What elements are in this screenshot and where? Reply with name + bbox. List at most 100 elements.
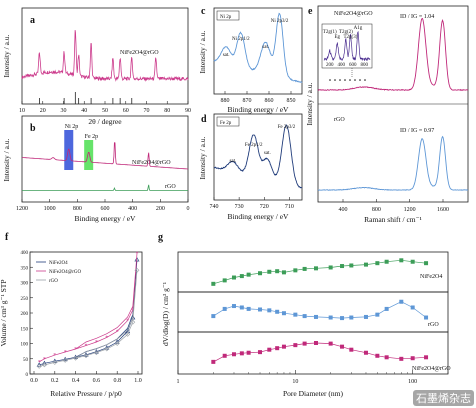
g-point <box>399 258 404 263</box>
f-point <box>104 346 110 352</box>
c-xtick-label: 850 <box>287 98 296 104</box>
f-point: * <box>131 308 134 314</box>
panel-d-xlabel: Binding energy / eV <box>228 212 289 221</box>
panel-b-letter: b <box>30 123 36 134</box>
g-point <box>211 359 216 364</box>
raman-nife2o4-rgo <box>317 17 469 91</box>
g-point <box>258 350 263 355</box>
panel-e-xlabel: Raman shift / cm⁻¹ <box>364 215 422 224</box>
g-point <box>314 341 319 345</box>
g-point <box>267 308 272 313</box>
f-xtick-label: 0.0 <box>30 378 38 384</box>
g-point <box>222 278 227 283</box>
g-point <box>222 306 227 311</box>
f-point: * <box>38 360 41 366</box>
f-point <box>36 363 42 369</box>
f-isotherm-line <box>39 259 138 366</box>
f-point <box>62 357 68 363</box>
f-point <box>134 257 140 262</box>
g-point <box>384 306 389 311</box>
b-xtick-label: 1000 <box>44 206 56 212</box>
panel-g: g NiFe2O4 rGO NiFe2O4@rGO 1 10 100 Pore Di… <box>158 232 451 398</box>
g-point <box>384 259 389 264</box>
a-xtick-label: 80 <box>164 108 170 114</box>
g-point <box>258 271 263 276</box>
panel-a-legend: NiFe2O4@rGO <box>120 50 159 56</box>
g-point <box>239 351 244 356</box>
g-xtick-label: 100 <box>408 379 417 385</box>
e-inset-xtick-label: 200 <box>326 63 334 68</box>
g-point <box>424 261 429 266</box>
g-point <box>375 353 380 358</box>
g-point <box>375 261 380 266</box>
g-point <box>328 315 333 320</box>
b-xtick-label: 0 <box>187 206 190 212</box>
f-point <box>52 359 58 365</box>
panel-e-ratio-1: ID / IG = 1.04 <box>400 14 434 20</box>
f-ytick-label: 200 <box>21 312 29 317</box>
g-point <box>246 306 251 311</box>
a-xtick-label: 20 <box>40 108 46 114</box>
g-point <box>424 355 429 360</box>
g-point <box>281 270 286 275</box>
g-point <box>410 259 415 264</box>
e-guide-dot <box>334 79 336 81</box>
ni-2p-label: Ni 2p <box>65 124 79 130</box>
f-point: * <box>105 335 108 341</box>
g-point <box>222 353 227 358</box>
f-legend-label: NiFe2O4@rGO <box>49 270 81 275</box>
panel-f: f 0 50 100 150 200 250 300 350 400 0.0 0.2 0.4 0.6 0… <box>0 232 143 398</box>
g-point <box>302 341 307 346</box>
f-point <box>125 331 131 337</box>
g-point <box>275 269 280 274</box>
f-xtick-label: 0.2 <box>51 378 59 384</box>
g-point <box>328 341 333 346</box>
g-point <box>302 314 307 319</box>
fe-2p-label: Fe 2p <box>85 134 99 140</box>
e-inset-peak-label: T2g(1) <box>323 30 337 35</box>
f-point <box>93 350 99 356</box>
g-point <box>246 272 251 277</box>
f-point <box>114 341 120 346</box>
d-annotation: sat. <box>229 159 236 164</box>
e-guide-dot <box>344 79 346 81</box>
g-point <box>340 316 345 321</box>
f-xtick-label: 1.0 <box>134 378 142 384</box>
f-ytick-label: 0 <box>26 373 29 378</box>
e-inset-peak-label: A1g <box>354 26 363 31</box>
d-annotation: Fe 2p3/2 <box>278 125 296 130</box>
f-point: * <box>126 319 129 325</box>
f-point: * <box>74 347 77 353</box>
g-point <box>211 281 216 286</box>
panel-e-ratio-2: ID / IG = 0.97 <box>400 128 434 134</box>
g-point <box>239 274 244 279</box>
panel-g-series-1: NiFe2O4 <box>420 274 442 280</box>
g-point <box>349 263 354 268</box>
g-point <box>258 307 263 312</box>
f-xtick-label: 0.8 <box>113 378 121 384</box>
fe-2p-highlight-band <box>84 140 94 170</box>
panel-e-series-2: rGO <box>334 117 345 123</box>
panel-c-ylabel: Intensity / a.u. <box>198 30 207 73</box>
f-point <box>73 355 79 361</box>
a-xtick-label: 50 <box>102 108 108 114</box>
f-legend-label: NiFe2O4 <box>49 261 68 266</box>
panel-b-ylabel: Intensity / a.u. <box>2 138 11 181</box>
e-xtick-label: 1600 <box>437 207 449 213</box>
f-isotherm-line <box>39 270 138 367</box>
xrd-pattern-line <box>21 30 189 82</box>
c-xtick-label: 880 <box>221 98 230 104</box>
watermark-text: 石墨烯杂志 <box>413 390 474 406</box>
e-xtick-label: 800 <box>372 207 381 213</box>
a-xtick-label: 90 <box>185 108 191 114</box>
f-point: * <box>85 344 88 350</box>
g-point <box>275 346 280 351</box>
e-xtick-label: 400 <box>339 207 348 213</box>
panel-g-letter: g <box>158 232 163 243</box>
c-annotation: sat. <box>262 45 269 50</box>
f-point <box>41 362 47 368</box>
b-xtick-label: 600 <box>101 206 110 212</box>
c-annotation: Ni 2p3/2 <box>271 19 289 24</box>
e-guide-dot <box>349 79 351 81</box>
